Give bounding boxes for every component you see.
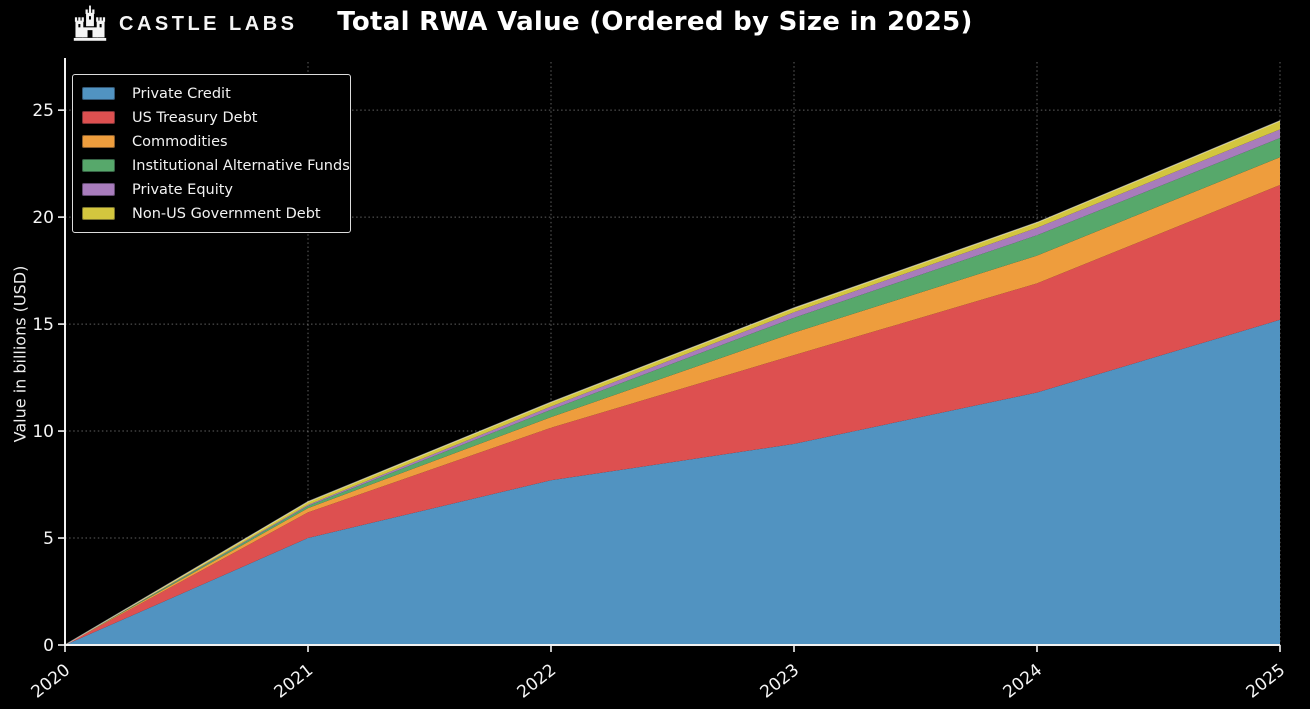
legend-swatch: [82, 87, 115, 100]
brand-logo: CASTLE LABS: [72, 5, 298, 43]
legend-swatch: [82, 135, 115, 148]
brand-name: CASTLE LABS: [119, 12, 298, 35]
y-tick-label: 20: [32, 208, 54, 228]
x-tick-label: 2022: [514, 660, 560, 702]
area-layers: [65, 120, 1280, 646]
area-private-equity: [65, 129, 1280, 645]
legend-item: Private Credit: [82, 82, 340, 105]
x-tick-label: 2021: [271, 660, 317, 702]
legend-item: Non-US Government Debt: [82, 202, 340, 225]
legend-label: Private Credit: [132, 85, 231, 102]
legend-label: Commodities: [132, 133, 228, 150]
legend-label: Private Equity: [132, 181, 234, 198]
legend-item: Private Equity: [82, 178, 340, 201]
area-private-credit: [65, 319, 1280, 645]
x-tick-label: 2025: [1243, 660, 1289, 702]
area-non-us-government-debt: [65, 120, 1280, 646]
y-tick-label: 0: [43, 636, 54, 656]
chart-title: Total RWA Value (Ordered by Size in 2025…: [337, 7, 973, 37]
area-commodities: [65, 157, 1280, 645]
tick-marks: [58, 109, 1281, 652]
legend-item: Institutional Alternative Funds: [82, 154, 350, 177]
y-tick-label: 5: [43, 529, 54, 549]
legend-item: US Treasury Debt: [82, 106, 340, 129]
castle-icon: [73, 5, 107, 41]
legend-label: Institutional Alternative Funds: [132, 157, 350, 174]
legend-swatch: [82, 183, 115, 196]
y-tick-label: 15: [32, 315, 54, 335]
x-tick-label: 2023: [757, 660, 803, 702]
area-us-treasury-debt: [65, 185, 1280, 645]
legend-item: Commodities: [82, 130, 340, 153]
y-tick-label: 25: [32, 101, 54, 121]
legend-swatch: [82, 207, 115, 220]
stack-top-edge: [64, 120, 1281, 646]
area-institutional-alternative-funds: [65, 138, 1280, 645]
x-tick-label: 2024: [1000, 660, 1046, 702]
x-tick-label: 2020: [28, 660, 74, 702]
axes: [64, 58, 1280, 646]
y-tick-label: 10: [32, 422, 54, 442]
legend-label: Non-US Government Debt: [132, 205, 321, 222]
legend-swatch: [82, 159, 115, 172]
legend: Private Credit US Treasury Debt Commoditie…: [72, 74, 351, 233]
legend-swatch: [82, 111, 115, 124]
legend-label: US Treasury Debt: [132, 109, 258, 126]
